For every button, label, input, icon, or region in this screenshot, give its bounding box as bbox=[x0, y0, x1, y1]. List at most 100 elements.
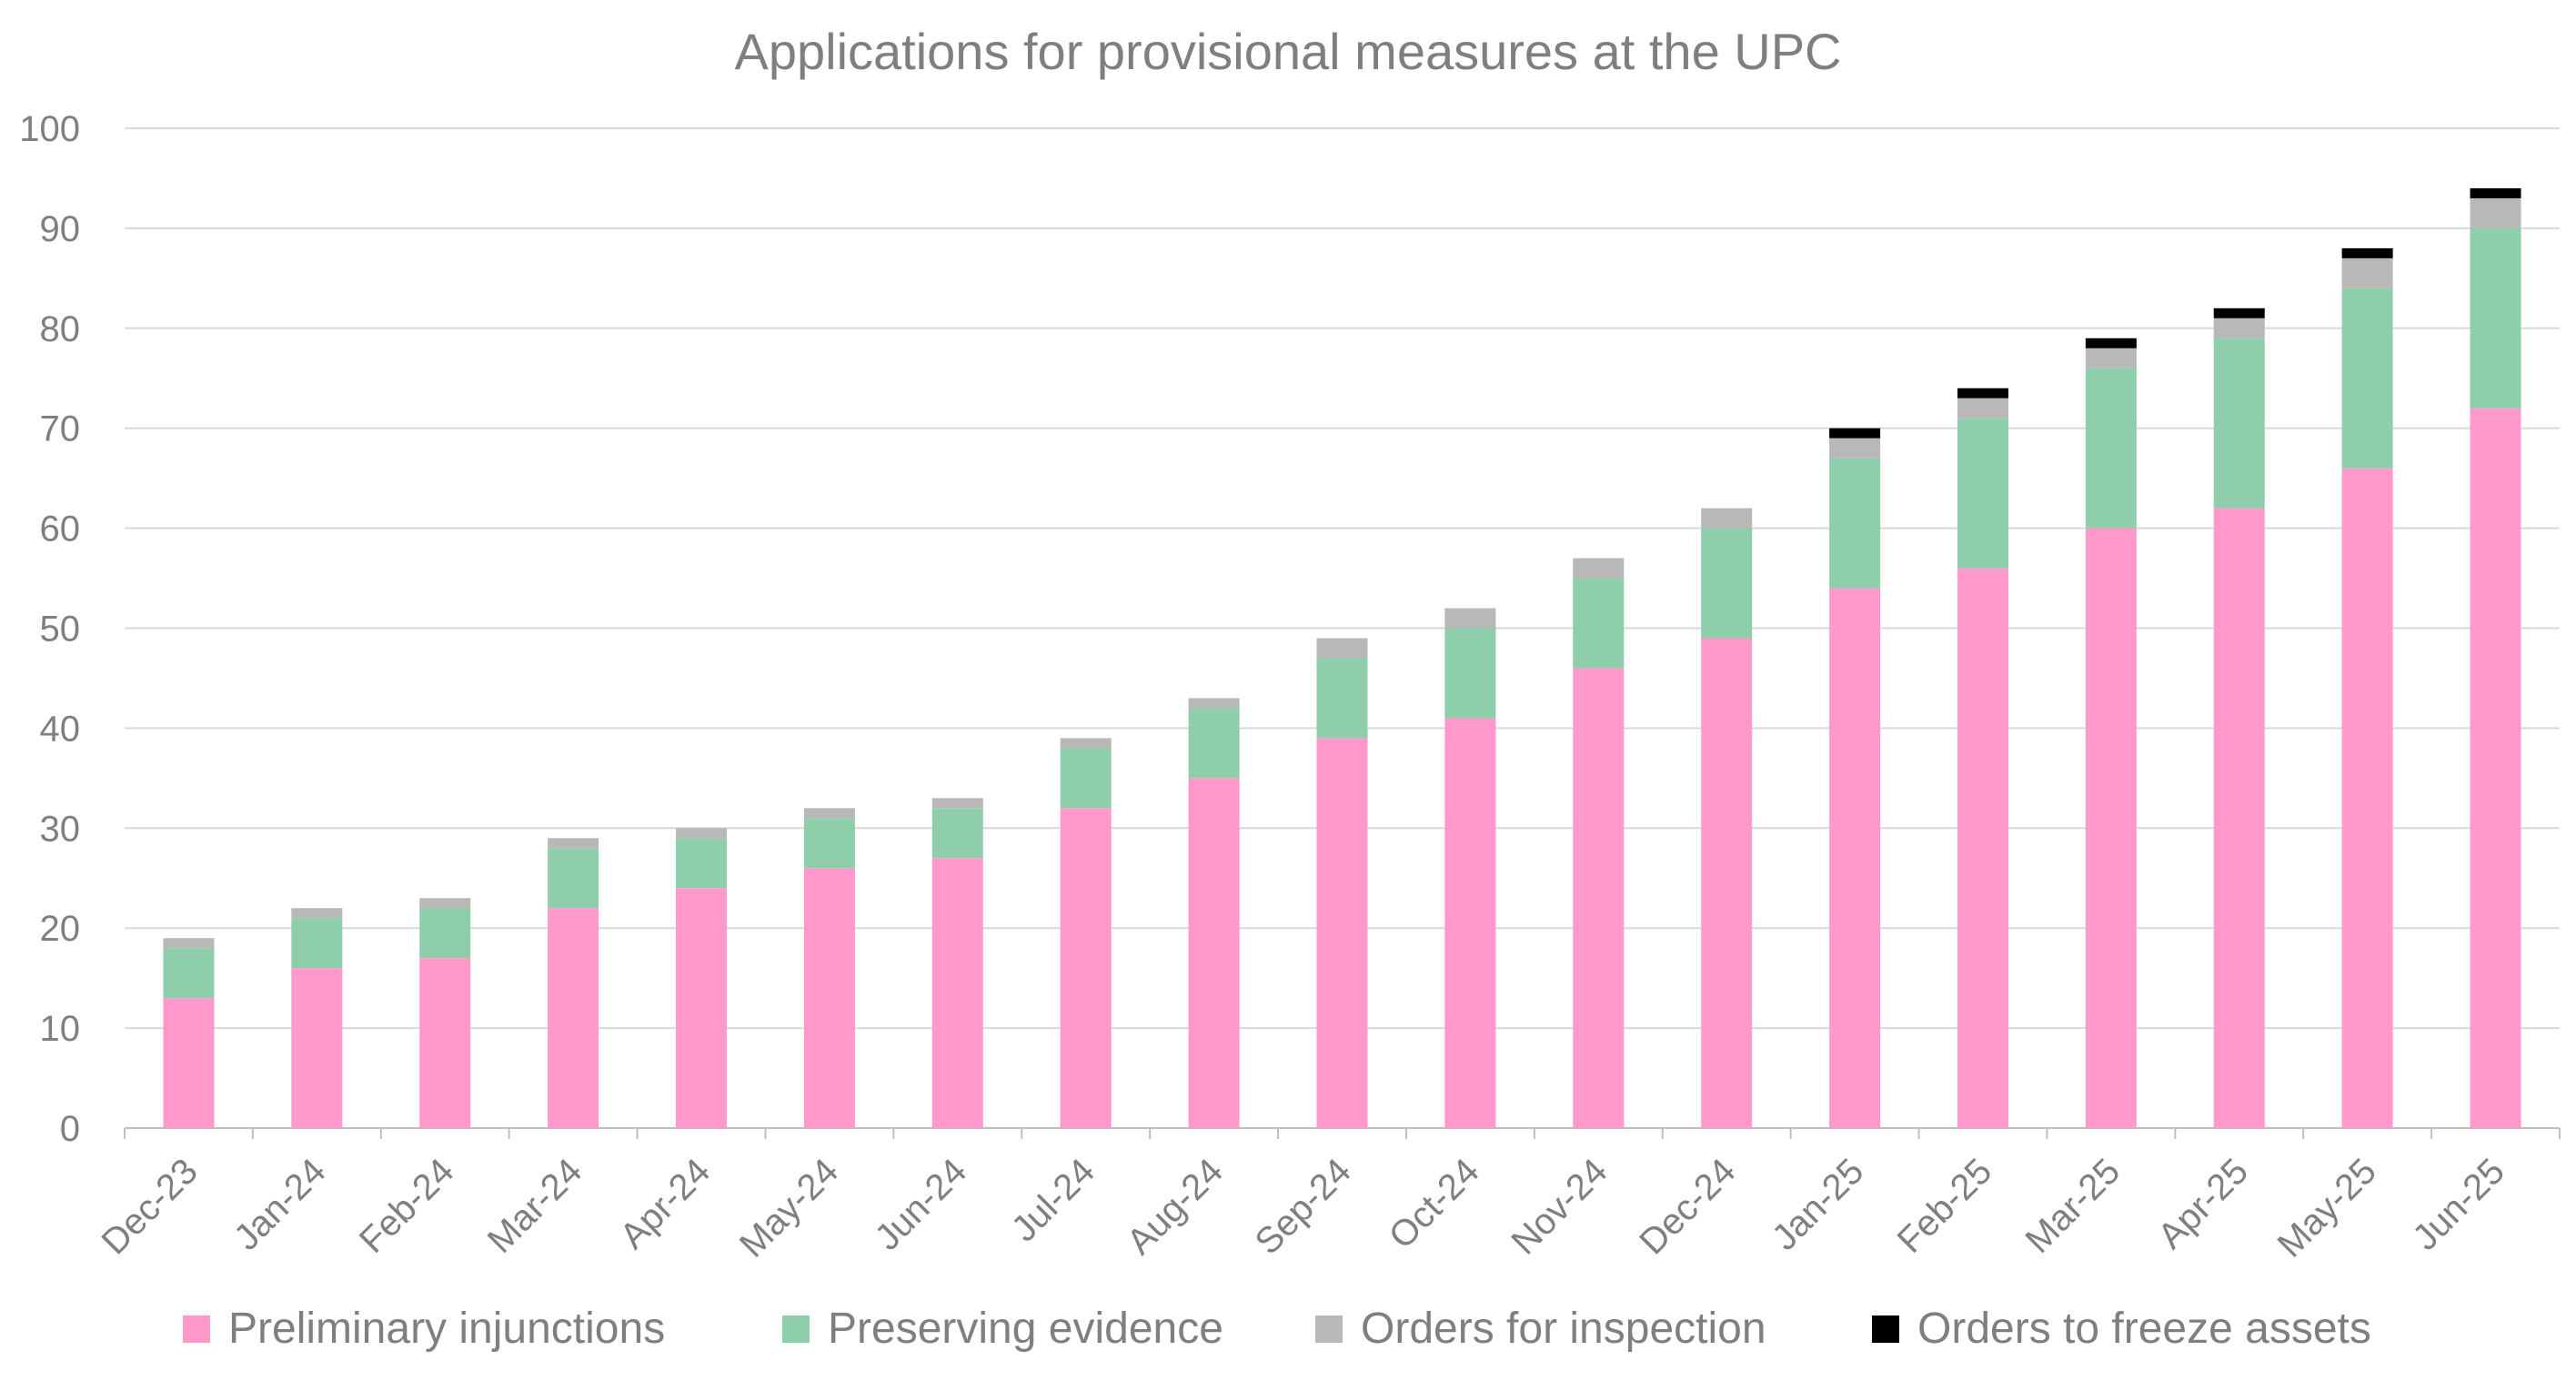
bar-segment-2 bbox=[1316, 658, 1368, 739]
x-tick-label: May-24 bbox=[732, 1151, 846, 1265]
bar-segment-1 bbox=[2085, 528, 2137, 1128]
x-tick-label: May-25 bbox=[2270, 1151, 2384, 1265]
y-tick-label: 80 bbox=[40, 309, 81, 349]
gridlines bbox=[125, 127, 2560, 1030]
bar-segment-2 bbox=[2213, 338, 2265, 509]
legend-label: Preserving evidence bbox=[828, 1305, 1223, 1353]
bar-segment-1 bbox=[1957, 568, 2008, 1128]
bar-segment-1 bbox=[2213, 508, 2265, 1128]
x-tick-label: Nov-24 bbox=[1504, 1151, 1615, 1262]
bar-segment-2 bbox=[1701, 528, 1753, 639]
legend-label: Preliminary injunctions bbox=[228, 1305, 665, 1353]
bar-segment-3 bbox=[2085, 348, 2137, 368]
bar-segment-4 bbox=[1829, 428, 1881, 438]
y-tick-label: 90 bbox=[40, 209, 81, 249]
chart-title: Applications for provisional measures at… bbox=[734, 23, 1841, 80]
bar-segment-3 bbox=[676, 828, 728, 839]
x-tick-label: Jul-24 bbox=[1004, 1151, 1102, 1249]
x-tick-label: Jun-24 bbox=[868, 1151, 975, 1258]
y-tick-label: 70 bbox=[40, 409, 81, 449]
bar-segment-2 bbox=[676, 838, 728, 889]
bar-segment-2 bbox=[1573, 578, 1625, 669]
bar-segment-1 bbox=[291, 968, 343, 1128]
y-tick-label: 10 bbox=[40, 1009, 81, 1049]
legend-swatch bbox=[1872, 1315, 1899, 1343]
x-tick-label: Mar-24 bbox=[480, 1151, 590, 1261]
x-tick-label: Mar-25 bbox=[2018, 1151, 2128, 1261]
bar-segment-2 bbox=[1957, 418, 2008, 569]
bar-segment-2 bbox=[803, 818, 855, 869]
bar-segment-2 bbox=[419, 908, 471, 959]
y-tick-label: 60 bbox=[40, 509, 81, 549]
bar-segment-1 bbox=[1701, 638, 1753, 1128]
y-tick-label: 50 bbox=[40, 610, 81, 650]
x-tick-label: Jan-25 bbox=[1765, 1151, 1872, 1258]
bar-segment-3 bbox=[1957, 398, 2008, 418]
bar-segment-1 bbox=[931, 858, 983, 1128]
bar-segment-1 bbox=[676, 888, 728, 1128]
x-tick-label: Apr-24 bbox=[612, 1151, 718, 1256]
x-tick-label: Sep-24 bbox=[1248, 1151, 1359, 1262]
bar-segment-4 bbox=[2470, 187, 2521, 198]
bar-segment-3 bbox=[2341, 257, 2393, 288]
bar-segment-2 bbox=[1444, 628, 1496, 719]
bar-segment-1 bbox=[163, 998, 215, 1128]
bar-segment-1 bbox=[1444, 718, 1496, 1128]
bar-segment-1 bbox=[2341, 468, 2393, 1128]
legend: Preliminary injunctions Preserving eviden… bbox=[183, 1305, 2371, 1353]
bar-segment-4 bbox=[1957, 388, 2008, 398]
bar-segment-1 bbox=[1316, 738, 1368, 1128]
legend-swatch bbox=[183, 1315, 210, 1343]
bar-segment-1 bbox=[1060, 808, 1112, 1128]
bar-segment-3 bbox=[1060, 738, 1112, 749]
bar-segment-3 bbox=[1701, 508, 1753, 529]
x-tick-label: Feb-24 bbox=[352, 1151, 462, 1261]
legend-swatch bbox=[1315, 1315, 1343, 1343]
x-tick-label: Dec-23 bbox=[95, 1151, 206, 1262]
y-tick-label: 20 bbox=[40, 909, 81, 949]
bar-segment-1 bbox=[1829, 588, 1881, 1128]
bar-segment-2 bbox=[163, 948, 215, 999]
bar-segment-2 bbox=[1188, 708, 1240, 779]
bar-segment-2 bbox=[931, 808, 983, 859]
x-tick-label: Dec-24 bbox=[1632, 1151, 1743, 1262]
bar-segment-1 bbox=[1573, 668, 1625, 1128]
bar-segment-1 bbox=[2470, 408, 2521, 1129]
y-tick-label: 40 bbox=[40, 709, 81, 749]
bar-segment-4 bbox=[2085, 338, 2137, 348]
bar-segment-3 bbox=[1188, 698, 1240, 709]
bar-segment-3 bbox=[2470, 197, 2521, 228]
bar-segment-4 bbox=[2213, 307, 2265, 318]
x-tick-label: Oct-24 bbox=[1382, 1151, 1487, 1256]
legend-label: Orders to freeze assets bbox=[1917, 1305, 2371, 1353]
x-tick-label: Feb-25 bbox=[1890, 1151, 2000, 1261]
x-tick-label: Jun-25 bbox=[2405, 1151, 2512, 1258]
bar-segment-2 bbox=[2470, 227, 2521, 408]
bar-segment-3 bbox=[419, 898, 471, 909]
bars bbox=[163, 187, 2521, 1129]
bar-segment-2 bbox=[1829, 458, 1881, 589]
bar-segment-2 bbox=[291, 918, 343, 969]
bar-segment-3 bbox=[291, 908, 343, 919]
bar-segment-2 bbox=[2341, 287, 2393, 469]
bar-segment-3 bbox=[1829, 438, 1881, 459]
bar-segment-1 bbox=[803, 868, 855, 1128]
bar-segment-3 bbox=[2213, 318, 2265, 338]
x-tick-label: Aug-24 bbox=[1120, 1151, 1231, 1262]
x-tick-label: Jan-24 bbox=[226, 1151, 334, 1258]
axes: 0 10 20 30 40 50 60 70 80 90 100 Dec-23 Jan-24 Feb-24… bbox=[19, 109, 2561, 1265]
bar-segment-2 bbox=[2085, 368, 2137, 529]
bar-segment-2 bbox=[548, 848, 599, 909]
bar-segment-3 bbox=[548, 838, 599, 849]
legend-label: Orders for inspection bbox=[1361, 1305, 1766, 1353]
bar-segment-3 bbox=[1573, 558, 1625, 579]
bar-segment-1 bbox=[548, 908, 599, 1128]
y-tick-label: 0 bbox=[60, 1109, 80, 1149]
y-tick-label: 100 bbox=[19, 109, 80, 149]
y-tick-label: 30 bbox=[40, 809, 81, 849]
bar-segment-1 bbox=[419, 958, 471, 1128]
bar-segment-3 bbox=[931, 798, 983, 809]
bar-segment-3 bbox=[1444, 608, 1496, 629]
bar-segment-1 bbox=[1188, 778, 1240, 1128]
